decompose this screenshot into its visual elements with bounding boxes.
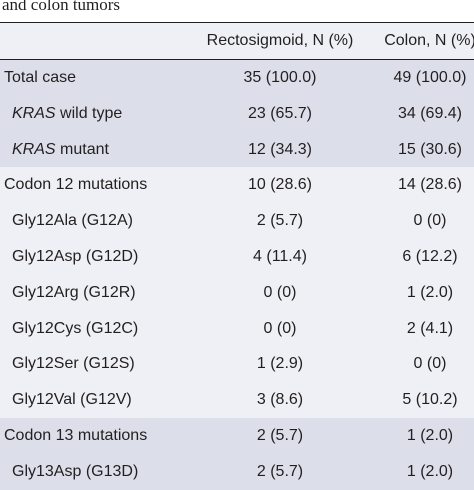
label-text: Gly12Arg (G12R) [12, 284, 136, 301]
sub-row: Gly12Ser (G12S) 1 (2.9) 0 (0) [0, 346, 474, 382]
cell: 2 (5.7) [256, 212, 304, 229]
top-rule [0, 22, 474, 23]
cell: 6 (12.2) [402, 248, 458, 265]
sub-row: Gly12Asp (G12D) 4 (11.4) 6 (12.2) [0, 239, 474, 275]
gene-name: KRAS [12, 105, 56, 122]
row-label: Gly12Ser (G12S) [12, 346, 135, 382]
row-label: Gly12Ala (G12A) [12, 203, 133, 239]
group-row: Codon 13 mutations 2 (5.7) 1 (2.0) [0, 418, 474, 454]
cell: 2 (5.7) [256, 463, 304, 480]
cell: 1 (2.9) [256, 355, 304, 372]
cell: 1 (2.0) [406, 463, 454, 480]
row-label: Gly12Cys (G12C) [12, 311, 138, 347]
cell: 5 (10.2) [402, 391, 458, 408]
cell: 1 (2.0) [406, 427, 454, 444]
row-label: KRAS mutant [12, 132, 109, 168]
gene-name: KRAS [12, 141, 56, 158]
cell: 49 (100.0) [393, 69, 467, 86]
cell: 10 (28.6) [247, 176, 313, 193]
label-text: Gly13Asp (G13D) [12, 463, 139, 480]
cell: 0 (0) [413, 212, 447, 229]
label-text: Gly12Ser (G12S) [12, 355, 135, 372]
cell: 3 (8.6) [256, 391, 304, 408]
cell: 2 (5.7) [256, 427, 304, 444]
cell: 15 (30.6) [397, 141, 463, 158]
row-label: Gly13Asp (G13D) [12, 454, 138, 490]
cell: 34 (69.4) [397, 105, 463, 122]
header-row: Rectosigmoid, N (%) Colon, N (%) [0, 23, 474, 59]
label-text: wild type [60, 105, 123, 122]
cell: 35 (100.0) [243, 69, 317, 86]
row-label: Codon 13 mutations [4, 427, 148, 444]
sub-row: KRAS mutant 12 (34.3) 15 (30.6) [0, 132, 474, 168]
cell: 12 (34.3) [247, 141, 313, 158]
cell: 0 (0) [413, 355, 447, 372]
cell: 23 (65.7) [247, 105, 313, 122]
sub-row: Gly13Asp (G13D) 2 (5.7) 1 (2.0) [0, 454, 474, 490]
table-title: and colon tumors [2, 0, 121, 14]
sub-row: Gly12Cys (G12C) 0 (0) 2 (4.1) [0, 311, 474, 347]
row-label: Gly12Asp (G12D) [12, 239, 138, 275]
group-row: Codon 12 mutations 10 (28.6) 14 (28.6) [0, 167, 474, 203]
sub-row: Gly12Ala (G12A) 2 (5.7) 0 (0) [0, 203, 474, 239]
label-text: Gly12Val (G12V) [12, 391, 132, 408]
row-label: Codon 12 mutations [4, 176, 148, 193]
sub-row: Gly12Val (G12V) 3 (8.6) 5 (10.2) [0, 382, 474, 418]
cell: 0 (0) [263, 284, 297, 301]
header-rule [0, 59, 474, 60]
cell: 2 (4.1) [406, 320, 454, 337]
sub-row: Gly12Arg (G12R) 0 (0) 1 (2.0) [0, 275, 474, 311]
column-header: Colon, N (%) [384, 32, 474, 49]
sub-row: KRAS wild type 23 (65.7) 34 (69.4) [0, 96, 474, 132]
cell: 0 (0) [263, 320, 297, 337]
cell: 1 (2.0) [406, 284, 454, 301]
cell: 14 (28.6) [397, 176, 463, 193]
row-label: KRAS wild type [12, 96, 122, 132]
label-text: Gly12Ala (G12A) [12, 212, 133, 229]
row-label: Gly12Arg (G12R) [12, 275, 136, 311]
label-text: mutant [60, 141, 109, 158]
cell: 4 (11.4) [253, 248, 307, 265]
row-label: Total case [4, 69, 77, 86]
column-header: Rectosigmoid, N (%) [206, 32, 354, 49]
row-label: Gly12Val (G12V) [12, 382, 132, 418]
label-text: Gly12Asp (G12D) [12, 248, 139, 265]
group-row: Total case 35 (100.0) 49 (100.0) [0, 60, 474, 96]
label-text: Gly12Cys (G12C) [12, 320, 139, 337]
